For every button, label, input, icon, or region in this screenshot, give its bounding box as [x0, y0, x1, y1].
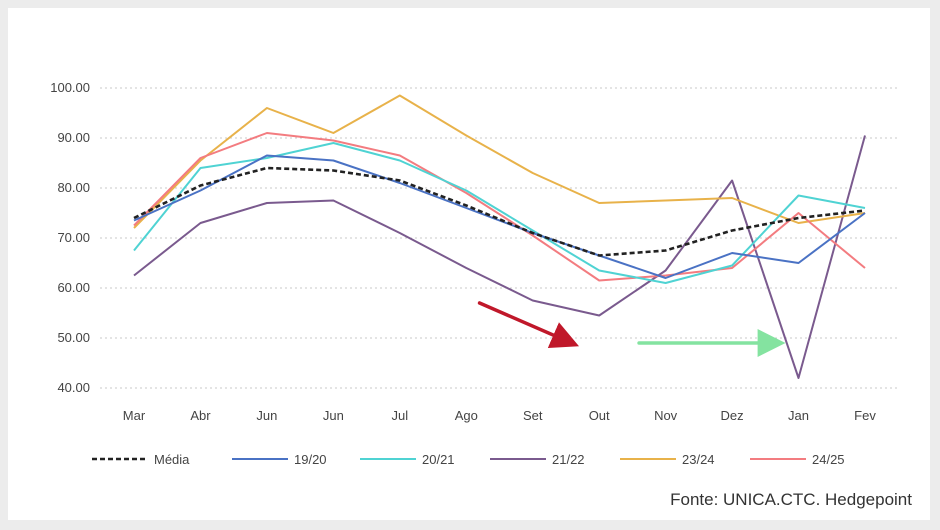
series-line-20-21: [133, 142, 866, 284]
x-tick-label: Ago: [455, 408, 478, 423]
series-lines: [133, 94, 866, 379]
y-tick-label: 100.00: [50, 80, 90, 95]
y-tick-label: 60.00: [57, 280, 90, 295]
legend-label: 23/24: [682, 452, 715, 467]
line-chart: 100.00 90.00 80.00 70.00 60.00 50.00 40.00 Mar…: [50, 80, 900, 467]
series-line-21-22: [133, 135, 866, 379]
chart-card: 100.00 90.00 80.00 70.00 60.00 50.00 40.00 Mar…: [8, 8, 930, 520]
y-tick-label: 40.00: [57, 380, 90, 395]
legend-label: 21/22: [552, 452, 585, 467]
x-axis: Mar Abr Jun Jun Jul Ago Set Out Nov Dez Jan Fev: [123, 408, 877, 423]
y-tick-label: 50.00: [57, 330, 90, 345]
x-tick-label: Jun: [256, 408, 277, 423]
red-arrow: [477, 301, 580, 348]
legend-label: 24/25: [812, 452, 845, 467]
series-line-23-24: [133, 94, 866, 229]
legend: Média 19/20 20/21 21/22 23/24 24/25: [92, 452, 845, 467]
legend-label: 20/21: [422, 452, 455, 467]
series-line-19-20: [133, 154, 866, 279]
x-tick-label: Dez: [721, 408, 744, 423]
x-tick-label: Jan: [788, 408, 809, 423]
annotations: [477, 301, 786, 357]
x-tick-label: Mar: [123, 408, 146, 423]
x-tick-label: Jun: [323, 408, 344, 423]
y-tick-label: 70.00: [57, 230, 90, 245]
series-line-m-dia: [133, 166, 866, 257]
x-tick-label: Out: [589, 408, 610, 423]
x-tick-label: Abr: [190, 408, 211, 423]
source-note: Fonte: UNICA.CTC. Hedgepoint: [670, 490, 912, 509]
y-tick-label: 80.00: [57, 180, 90, 195]
legend-label: Média: [154, 452, 190, 467]
x-tick-label: Set: [523, 408, 543, 423]
series-line-24-25: [133, 132, 866, 282]
y-axis: 100.00 90.00 80.00 70.00 60.00 50.00 40.00: [50, 80, 90, 395]
legend-label: 19/20: [294, 452, 327, 467]
x-tick-label: Nov: [654, 408, 678, 423]
x-tick-label: Jul: [392, 408, 409, 423]
y-tick-label: 90.00: [57, 130, 90, 145]
x-tick-label: Fev: [854, 408, 876, 423]
